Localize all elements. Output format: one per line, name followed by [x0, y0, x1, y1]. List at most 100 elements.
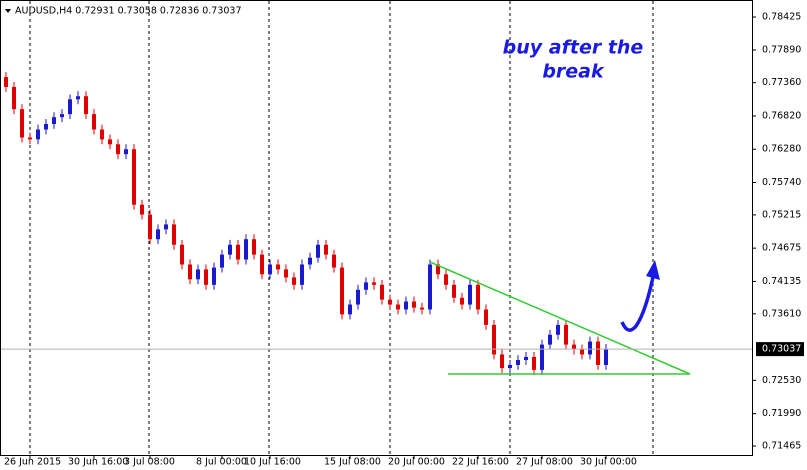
arrow — [620, 271, 656, 332]
candle-body — [340, 267, 344, 315]
candle-body — [316, 244, 320, 258]
x-tick-label: 22 Jul 16:00 — [452, 457, 509, 468]
chart-title: AUDUSD,H4 0.72931 0.73058 0.72836 0.7303… — [15, 6, 242, 17]
candle-body — [356, 289, 360, 305]
annotation: break — [542, 61, 605, 83]
x-tick-label: 8 Jul 00:00 — [196, 457, 247, 468]
candle-body — [260, 254, 264, 275]
candle-body — [484, 309, 488, 325]
candle-body — [52, 117, 56, 124]
candle-body — [84, 96, 88, 115]
candle-body — [596, 341, 600, 365]
y-tick-label: 0.75215 — [762, 209, 801, 220]
x-tick-label: 26 Jun 2015 — [4, 457, 61, 468]
y-tick-label: 0.77890 — [762, 44, 801, 55]
x-tick-label: 10 Jul 16:00 — [244, 457, 301, 468]
candle-body — [196, 269, 200, 280]
candle-body — [4, 77, 8, 87]
candle-body — [132, 149, 136, 205]
candle-body — [100, 129, 104, 140]
y-tick-label: 0.71990 — [762, 408, 801, 419]
candle-body — [268, 264, 272, 275]
candle-body — [572, 344, 576, 350]
candle-body — [508, 364, 512, 369]
candle-body — [188, 264, 192, 280]
candle-body — [308, 257, 312, 265]
candle-body — [436, 264, 440, 275]
arrow-head — [646, 260, 660, 280]
candle-body — [332, 254, 336, 268]
candle-body — [372, 282, 376, 285]
candle-body — [348, 304, 352, 315]
y-tick-label: 0.74675 — [762, 243, 801, 254]
candle-body — [164, 224, 168, 230]
y-tick-label: 0.71465 — [762, 441, 801, 452]
candle-body — [452, 284, 456, 298]
candle-body — [20, 109, 24, 138]
x-tick-label: 3 Jul 08:00 — [124, 457, 175, 468]
candle-body — [460, 297, 464, 305]
candle-body — [476, 284, 480, 310]
candle-body — [516, 360, 520, 365]
candle-body — [236, 244, 240, 260]
x-tick-label: 27 Jul 08:00 — [516, 457, 573, 468]
candle-body — [412, 301, 416, 308]
candle-body — [180, 244, 184, 265]
separators — [29, 1, 654, 455]
candle-body — [444, 274, 448, 285]
y-tick-label: 0.74135 — [762, 276, 801, 287]
candle-body — [68, 99, 72, 115]
candle-body — [580, 349, 584, 355]
x-tick-label: 30 Jul 00:00 — [580, 457, 637, 468]
candle-body — [540, 344, 544, 370]
candle-body — [564, 324, 568, 345]
candle-body — [36, 129, 40, 140]
x-tick-label: 15 Jul 08:00 — [324, 457, 381, 468]
candle-body — [12, 86, 16, 110]
candle-body — [324, 244, 328, 255]
y-tick-label: 0.76820 — [762, 110, 801, 121]
candle-body — [156, 229, 160, 240]
candle-body — [388, 299, 392, 305]
annotation: buy after the — [503, 37, 644, 59]
y-tick-label: 0.75740 — [762, 177, 801, 188]
current-price-label: 0.73037 — [762, 344, 801, 355]
x-tick-label: 20 Jul 00:00 — [388, 457, 445, 468]
candle-body — [60, 114, 64, 118]
candle-body — [364, 282, 368, 290]
candle-body — [228, 244, 232, 255]
candle-body — [524, 356, 528, 361]
candle-body — [404, 301, 408, 310]
candle-body — [92, 114, 96, 130]
candle-body — [252, 239, 256, 255]
menu-triangle — [5, 9, 11, 13]
candle-body — [420, 307, 424, 310]
candle-body — [108, 139, 112, 145]
candle-body — [500, 354, 504, 369]
candle-body — [492, 324, 496, 355]
x-tick-label: 30 Jun 16:00 — [68, 457, 128, 468]
candle-body — [548, 334, 552, 345]
candle-body — [220, 254, 224, 268]
trend-line — [429, 261, 691, 375]
candle-body — [468, 284, 472, 305]
y-tick-label: 0.78425 — [762, 12, 801, 23]
candle-body — [204, 269, 208, 285]
candle-body — [396, 304, 400, 310]
candle-body — [212, 267, 216, 285]
candle-body — [44, 123, 48, 130]
candle-body — [300, 264, 304, 285]
candle-body — [148, 214, 152, 240]
y-tick-label: 0.76280 — [762, 144, 801, 155]
plot-frame — [0, 0, 753, 456]
candle-body — [380, 284, 384, 300]
candle-body — [244, 239, 248, 260]
candle-body — [284, 269, 288, 278]
candle-body — [116, 144, 120, 155]
candle-body — [172, 224, 176, 245]
candle-body — [604, 348, 608, 365]
candle-body — [28, 137, 32, 140]
candle-body — [140, 204, 144, 215]
candle-body — [292, 277, 296, 285]
